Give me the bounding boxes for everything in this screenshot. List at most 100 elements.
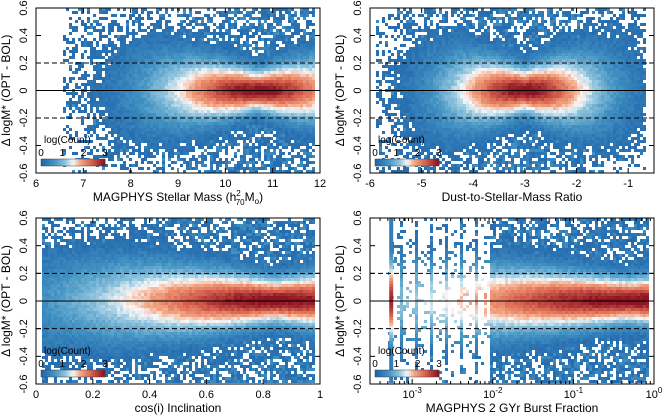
heatmap-cell: [246, 71, 249, 74]
heatmap-cell: [454, 104, 457, 107]
heatmap-cell: [463, 101, 466, 104]
heatmap-cell: [213, 125, 216, 128]
heatmap-cell: [309, 113, 312, 116]
heatmap-cell: [403, 167, 406, 170]
heatmap-cell: [213, 170, 216, 173]
heatmap-cell: [412, 50, 415, 53]
heatmap-cell: [403, 38, 406, 41]
heatmap-cell: [192, 62, 195, 65]
heatmap-cell: [255, 86, 258, 89]
heatmap-cell: [454, 101, 457, 104]
heatmap-cell: [249, 167, 252, 170]
heatmap-cell: [120, 146, 123, 149]
heatmap-cell: [105, 116, 108, 119]
heatmap-cell: [276, 161, 279, 164]
heatmap-cell: [249, 56, 252, 59]
heatmap-cell: [400, 86, 403, 89]
heatmap-cell: [144, 101, 147, 104]
heatmap-cell: [150, 83, 153, 86]
heatmap-cell: [75, 50, 78, 53]
heatmap-cell: [294, 23, 297, 26]
heatmap-cell: [427, 155, 430, 158]
heatmap-cell: [240, 86, 243, 89]
heatmap-cell: [183, 170, 186, 173]
heatmap-cell: [439, 83, 442, 86]
heatmap-cell: [445, 143, 448, 146]
heatmap-cell: [165, 50, 168, 53]
heatmap-cell: [111, 134, 114, 137]
heatmap-cell: [252, 128, 255, 131]
heatmap-cell: [189, 95, 192, 98]
heatmap-cell: [240, 59, 243, 62]
heatmap-cell: [445, 20, 448, 23]
heatmap-cell: [267, 98, 270, 101]
heatmap-cell: [78, 65, 81, 68]
heatmap-cell: [138, 38, 141, 41]
heatmap-cell: [201, 101, 204, 104]
heatmap-cell: [162, 167, 165, 170]
heatmap-cell: [430, 92, 433, 95]
heatmap-cell: [291, 95, 294, 98]
heatmap-cell: [216, 41, 219, 44]
colorbar-segment: [65, 159, 68, 166]
heatmap-cell: [243, 119, 246, 122]
heatmap-cell: [120, 113, 123, 116]
heatmap-cell: [156, 11, 159, 14]
heatmap-cell: [255, 110, 258, 113]
x-tick-label: 11: [267, 178, 278, 190]
heatmap-cell: [198, 65, 201, 68]
heatmap-cell: [135, 137, 138, 140]
heatmap-cell: [123, 98, 126, 101]
heatmap-cell: [243, 170, 246, 173]
heatmap-cell: [454, 8, 457, 11]
heatmap-cell: [153, 122, 156, 125]
heatmap-cell: [430, 47, 433, 50]
heatmap-cell: [273, 125, 276, 128]
heatmap-cell: [309, 140, 312, 143]
heatmap-cell: [156, 128, 159, 131]
heatmap-cell: [406, 23, 409, 26]
heatmap-cell: [291, 14, 294, 17]
heatmap-cell: [282, 116, 285, 119]
heatmap-cell: [460, 65, 463, 68]
heatmap-cell: [162, 68, 165, 71]
heatmap-cell: [451, 98, 454, 101]
heatmap-cell: [285, 164, 288, 167]
heatmap-cell: [303, 128, 306, 131]
heatmap-cell: [412, 14, 415, 17]
heatmap-cell: [306, 32, 309, 35]
heatmap-cell: [406, 98, 409, 101]
heatmap-cell: [430, 119, 433, 122]
heatmap-cell: [252, 83, 255, 86]
heatmap-cell: [279, 101, 282, 104]
heatmap-cell: [87, 128, 90, 131]
heatmap-cell: [117, 71, 120, 74]
heatmap-cell: [472, 86, 475, 89]
heatmap-cell: [156, 65, 159, 68]
heatmap-cell: [162, 104, 165, 107]
heatmap-cell: [306, 137, 309, 140]
heatmap-cell: [436, 86, 439, 89]
heatmap-cell: [424, 131, 427, 134]
heatmap-cell: [382, 104, 385, 107]
heatmap-cell: [216, 113, 219, 116]
heatmap-cell: [466, 38, 469, 41]
heatmap-cell: [252, 47, 255, 50]
heatmap-cell: [270, 164, 273, 167]
heatmap-cell: [99, 53, 102, 56]
heatmap-cell: [147, 110, 150, 113]
heatmap-cell: [102, 26, 105, 29]
heatmap-cell: [264, 143, 267, 146]
heatmap-cell: [84, 170, 87, 173]
heatmap-cell: [219, 125, 222, 128]
heatmap-cell: [168, 152, 171, 155]
heatmap-cell: [228, 161, 231, 164]
heatmap-cell: [252, 164, 255, 167]
heatmap-cell: [270, 56, 273, 59]
heatmap-cell: [189, 161, 192, 164]
heatmap-cell: [237, 170, 240, 173]
heatmap-cell: [123, 95, 126, 98]
heatmap-cell: [177, 119, 180, 122]
heatmap-cell: [264, 152, 267, 155]
heatmap-cell: [424, 125, 427, 128]
